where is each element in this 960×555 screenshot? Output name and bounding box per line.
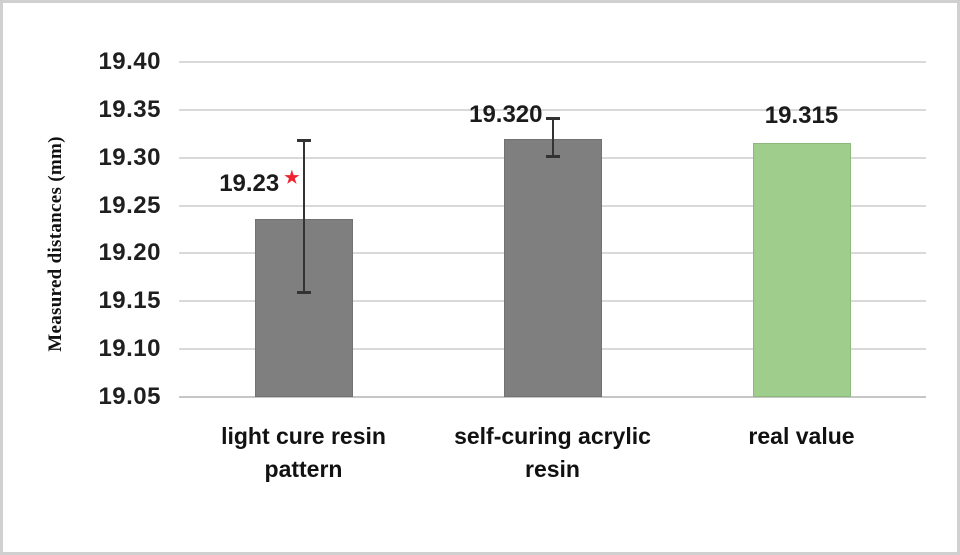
x-axis-line (179, 396, 926, 398)
y-tick-label: 19.20 (98, 239, 161, 267)
y-tick-label: 19.30 (98, 143, 161, 171)
bar (503, 138, 602, 397)
error-bar-cap (545, 116, 560, 120)
plot-area: 19.40 19.35 19.30 19.25 19.20 19.15 19.10 19.05… (3, 3, 957, 552)
x-category-label: light cure resin pattern (221, 423, 386, 482)
x-category-label: real value (748, 423, 855, 449)
significance-star: ★ (284, 168, 300, 187)
y-tick-label: 19.10 (98, 335, 161, 363)
bar-value-text: 19.315 (764, 102, 839, 129)
error-bar (302, 140, 305, 293)
y-tick-label: 19.05 (98, 383, 161, 410)
y-tick-label: 19.25 (98, 191, 161, 219)
x-category-label: self-curing acrylic resin (454, 423, 651, 482)
gridline (179, 108, 926, 111)
bar-value-label: 19.23 ★ (3, 168, 300, 199)
y-tick-label: 19.35 (98, 95, 161, 123)
bar-value-label: 19.315 (652, 103, 952, 129)
error-bar-cap (296, 138, 311, 142)
bar-value-label: 19.320 (243, 101, 543, 128)
error-bar-cap (545, 155, 560, 159)
bar-value-text: 19.320 (469, 101, 543, 128)
y-tick-label: 19.15 (98, 287, 161, 315)
y-tick-label: 19.40 (98, 48, 161, 75)
bar-value-text: 19.23 (219, 170, 280, 197)
gridline (179, 61, 926, 63)
error-bar (551, 118, 554, 157)
error-bar-cap (296, 291, 311, 295)
bar (752, 143, 851, 397)
